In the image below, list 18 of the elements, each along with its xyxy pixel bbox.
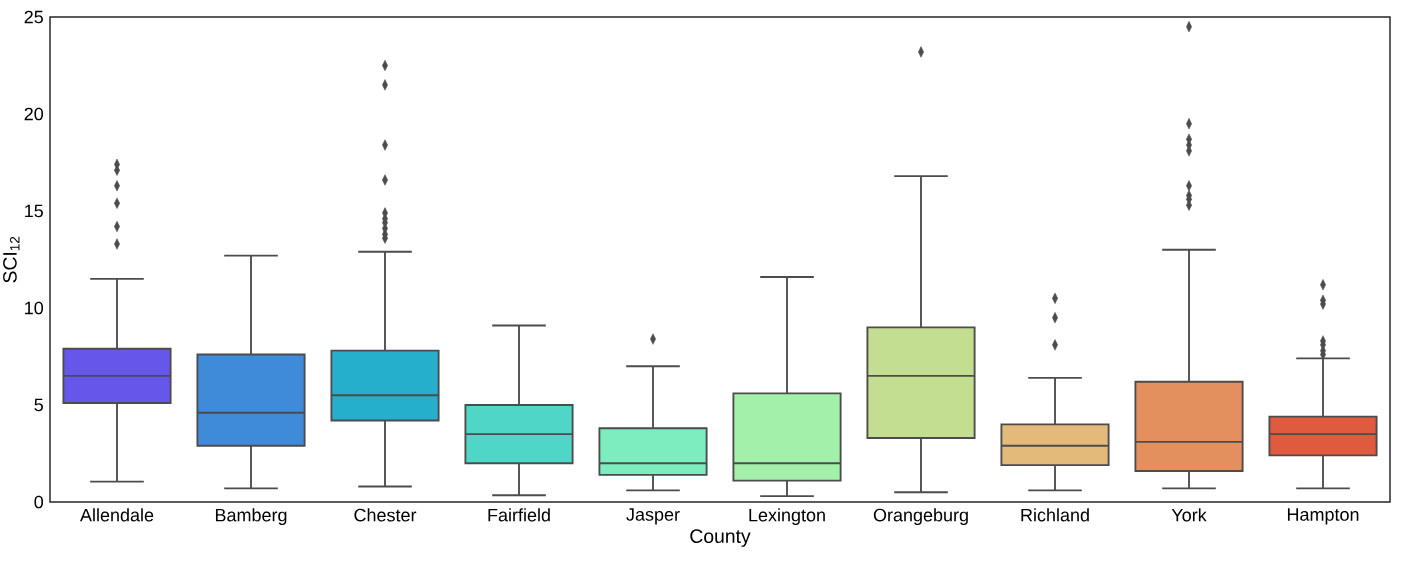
x-tick-label: Fairfield <box>488 508 550 522</box>
y-tick-label: 15 <box>25 204 43 218</box>
y-axis-title: SCI$_{12}$ <box>3 236 20 283</box>
x-tick-label: Allendale <box>80 508 154 522</box>
x-axis-title: County <box>690 529 751 547</box>
x-tick-label: Chester <box>354 508 417 522</box>
x-tick-label: York <box>1171 508 1207 522</box>
y-tick-label: 20 <box>24 107 44 121</box>
x-tick-label: Orangeburg <box>873 508 968 526</box>
x-tick-label: Lexington <box>749 508 825 526</box>
x-tick-label: Jasper <box>626 508 680 525</box>
x-tick-label: Hampton <box>1287 508 1359 525</box>
y-tick-label: 10 <box>25 301 44 315</box>
y-tick-label: 25 <box>24 10 43 24</box>
x-tick-label: Richland <box>1021 508 1089 522</box>
x-tick-label: Bamberg <box>215 508 287 526</box>
y-tick-label: 0 <box>34 495 44 509</box>
y-tick-label: 5 <box>34 398 43 412</box>
